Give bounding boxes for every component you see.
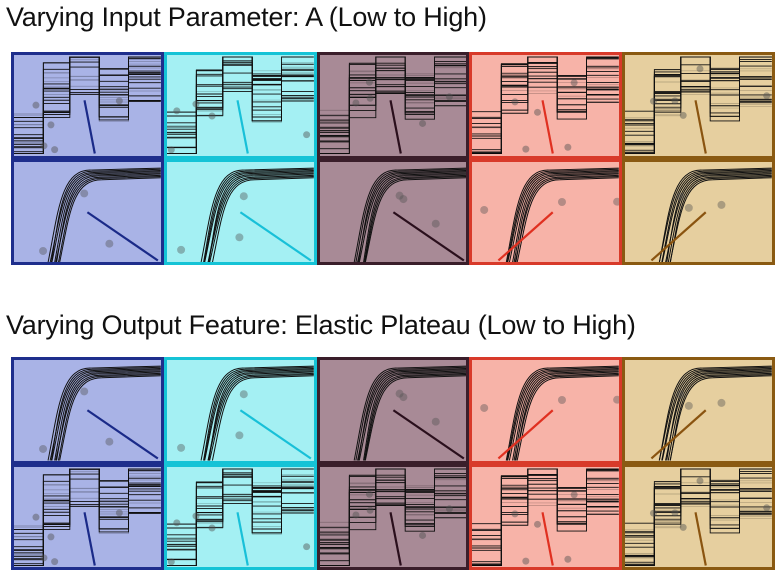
stepped-plot xyxy=(166,56,314,154)
thumbnail-bottom-r1-c1 xyxy=(11,357,164,464)
thumbnail-top-r2-c5 xyxy=(622,158,775,265)
curve-plot xyxy=(176,167,314,262)
thumbnail-bottom-r1-c2 xyxy=(163,357,317,464)
thumbnail-top-r2-c4 xyxy=(469,158,623,265)
grid-input-parameter xyxy=(11,52,775,265)
stepped-plot xyxy=(319,468,467,566)
curve-plot xyxy=(480,365,620,461)
thumbnail-top-r1-c4 xyxy=(469,52,623,159)
thumbnail-bottom-r2-c2 xyxy=(163,463,317,570)
stepped-plot xyxy=(166,468,314,566)
curve-plot xyxy=(650,365,772,461)
stepped-plot xyxy=(472,468,620,566)
stepped-plot xyxy=(14,56,161,154)
curve-plot xyxy=(39,167,161,262)
grid-output-feature xyxy=(11,357,775,570)
section-title-output-feature: Varying Output Feature: Elastic Plateau … xyxy=(6,310,636,340)
thumbnail-top-r1-c1 xyxy=(11,52,164,159)
stepped-plot xyxy=(472,56,620,154)
thumbnail-top-r1-c2 xyxy=(163,52,317,159)
thumbnail-bottom-r2-c5 xyxy=(622,463,775,570)
thumbnail-bottom-r1-c3 xyxy=(316,357,470,464)
stepped-plot xyxy=(625,468,772,566)
thumbnail-bottom-r1-c4 xyxy=(469,357,623,464)
curve-plot xyxy=(353,365,467,461)
curve-plot xyxy=(480,167,620,262)
stepped-plot xyxy=(14,468,161,566)
thumbnail-bottom-r1-c5 xyxy=(622,357,775,464)
curve-plot xyxy=(650,167,772,262)
thumbnail-top-r1-c3 xyxy=(316,52,470,159)
thumbnail-bottom-r2-c4 xyxy=(469,463,623,570)
thumbnail-top-r1-c5 xyxy=(622,52,775,159)
curve-plot xyxy=(353,167,467,262)
thumbnail-top-r2-c2 xyxy=(163,158,317,265)
curve-plot xyxy=(176,365,314,461)
thumbnail-top-r2-c1 xyxy=(11,158,164,265)
thumbnail-bottom-r2-c1 xyxy=(11,463,164,570)
thumbnail-bottom-r2-c3 xyxy=(316,463,470,570)
curve-plot xyxy=(39,365,161,461)
stepped-plot xyxy=(625,56,772,154)
section-title-input-parameter: Varying Input Parameter: A (Low to High) xyxy=(6,2,487,32)
stepped-plot xyxy=(319,56,467,154)
thumbnail-top-r2-c3 xyxy=(316,158,470,265)
